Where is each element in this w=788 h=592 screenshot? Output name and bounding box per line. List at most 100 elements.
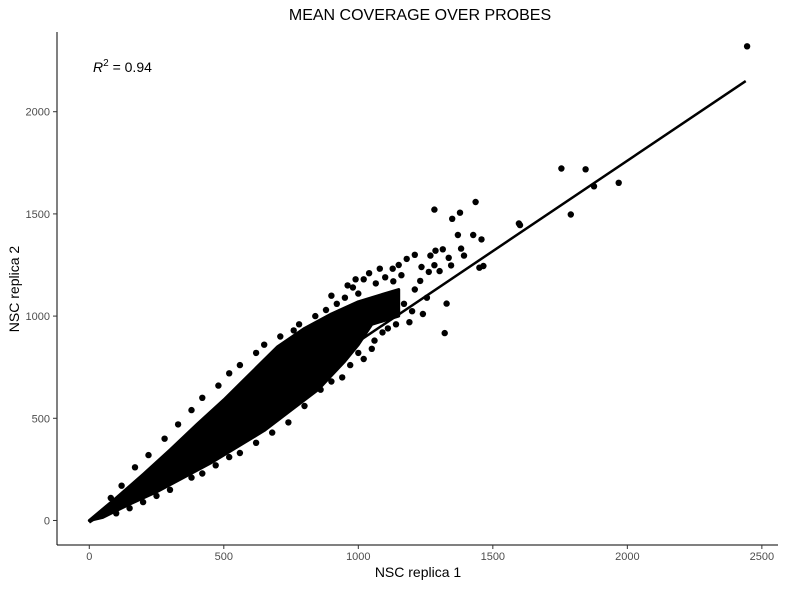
data-point — [252, 439, 260, 446]
data-point — [199, 394, 206, 401]
data-point — [333, 300, 340, 307]
data-point — [457, 245, 465, 252]
data-point — [372, 280, 379, 287]
data-point — [439, 246, 446, 253]
data-point — [161, 435, 168, 442]
data-point — [376, 265, 383, 272]
data-point — [425, 268, 432, 276]
data-point — [460, 252, 468, 259]
data-point — [349, 284, 357, 291]
data-point — [226, 453, 233, 461]
r-squared-annotation: R2 = 0.94 — [93, 58, 152, 75]
y-axis-ticks: 0 500 1000 1500 2000 — [26, 107, 57, 527]
data-point — [615, 179, 622, 186]
x-tick-label: 1500 — [481, 551, 505, 563]
dense-data-cloud — [87, 288, 401, 522]
r-squared-value: = 0.94 — [109, 59, 152, 75]
data-point — [368, 345, 375, 352]
data-point — [379, 329, 386, 336]
data-point — [427, 252, 434, 259]
data-point — [252, 349, 260, 357]
data-point — [188, 474, 195, 481]
data-point — [411, 251, 418, 258]
data-point — [478, 236, 485, 243]
data-point — [408, 308, 416, 315]
data-point — [400, 300, 408, 307]
data-point — [212, 462, 219, 469]
data-point — [290, 327, 297, 334]
data-point — [322, 306, 330, 314]
data-point — [236, 449, 244, 457]
data-point — [419, 310, 427, 318]
data-point — [312, 312, 319, 320]
data-point — [476, 264, 483, 271]
x-tick-label: 500 — [215, 551, 233, 563]
x-axis-ticks: 0 500 1000 1500 2000 2500 — [86, 545, 774, 563]
r-squared-symbol: R — [93, 59, 103, 75]
data-point — [174, 421, 182, 428]
x-tick-label: 2000 — [615, 551, 639, 563]
data-point — [582, 166, 589, 173]
data-point — [295, 321, 303, 328]
data-point — [365, 270, 373, 277]
data-point — [328, 292, 335, 299]
data-point — [118, 482, 125, 489]
data-point — [743, 43, 751, 50]
data-point — [398, 272, 405, 279]
data-point — [355, 290, 362, 297]
data-point — [558, 165, 565, 172]
data-point — [454, 231, 462, 239]
data-point — [199, 470, 206, 477]
data-point — [341, 294, 349, 301]
data-point — [139, 498, 147, 506]
data-point — [153, 492, 160, 500]
data-point — [285, 419, 292, 426]
data-point — [406, 319, 413, 326]
data-point — [449, 215, 456, 222]
data-point — [145, 451, 152, 459]
data-point — [382, 274, 389, 281]
data-point — [371, 337, 378, 344]
data-point — [355, 349, 362, 357]
y-tick-label: 500 — [32, 413, 50, 425]
y-tick-label: 2000 — [26, 107, 50, 119]
data-point — [301, 402, 308, 410]
regression-line — [88, 80, 747, 524]
data-point — [470, 231, 477, 239]
data-point — [328, 378, 335, 385]
data-point — [339, 374, 346, 381]
x-tick-label: 2500 — [750, 551, 774, 563]
data-point — [347, 361, 354, 369]
y-tick-label: 0 — [44, 515, 50, 527]
data-point — [360, 276, 367, 283]
data-point — [113, 510, 120, 517]
data-point — [236, 361, 244, 369]
data-point — [441, 329, 448, 337]
data-point — [360, 355, 367, 363]
data-point — [436, 267, 443, 275]
x-axis-label: NSC replica 1 — [375, 564, 462, 580]
data-points — [107, 43, 751, 517]
data-point — [384, 325, 392, 332]
data-point — [392, 321, 400, 328]
data-point — [226, 370, 233, 377]
data-point — [418, 263, 425, 271]
data-point — [431, 262, 438, 269]
data-point — [431, 206, 438, 213]
plot-area — [87, 43, 751, 524]
data-point — [131, 464, 139, 471]
y-tick-label: 1000 — [26, 311, 50, 323]
data-point — [215, 382, 222, 389]
y-tick-label: 1500 — [26, 209, 50, 221]
data-point — [417, 277, 424, 285]
data-point — [261, 341, 268, 348]
data-point — [188, 406, 195, 414]
chart-title: MEAN COVERAGE OVER PROBES — [289, 7, 551, 24]
data-point — [390, 278, 397, 285]
data-point — [352, 276, 359, 283]
data-point — [395, 261, 402, 269]
x-tick-label: 0 — [86, 551, 92, 563]
data-point — [389, 265, 396, 272]
